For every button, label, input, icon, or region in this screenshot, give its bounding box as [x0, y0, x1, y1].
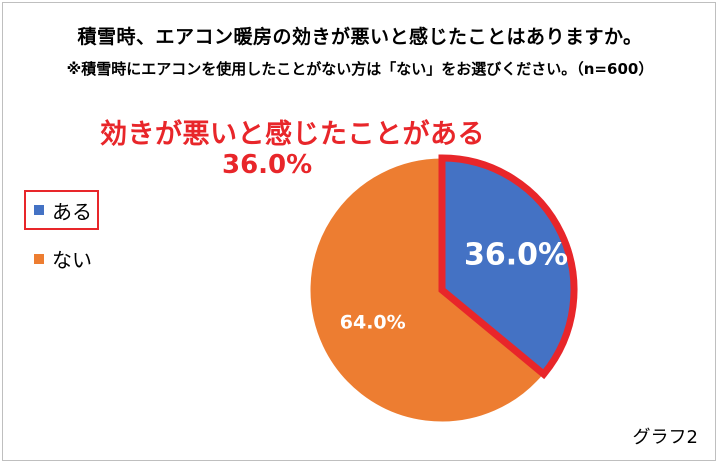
callout-text: 効きが悪いと感じたことがある: [100, 119, 485, 150]
figure-credit: グラフ2: [632, 427, 698, 448]
chart-title: 積雪時、エアコン暖房の効きが悪いと感じたことはありますか。: [77, 26, 643, 48]
legend-label-nai: ない: [52, 248, 92, 272]
legend-item-nai: ない: [34, 244, 92, 273]
pie-label-aru: 36.0%: [464, 238, 568, 273]
pie-label-nai: 64.0%: [340, 312, 406, 334]
pie-slice-nai: [309, 157, 545, 423]
legend-swatch-nai: [34, 253, 44, 264]
chart-subtitle: ※積雪時にエアコンを使用したことがない方は「ない」をお選びください。（n=600…: [66, 60, 654, 78]
legend-item-aru: ある: [24, 190, 99, 230]
pie-slice-highlight-outline: [438, 154, 578, 380]
callout-percentage: 36.0%: [222, 150, 313, 180]
legend-swatch-aru: [34, 205, 44, 215]
legend-label-aru: ある: [52, 199, 92, 224]
